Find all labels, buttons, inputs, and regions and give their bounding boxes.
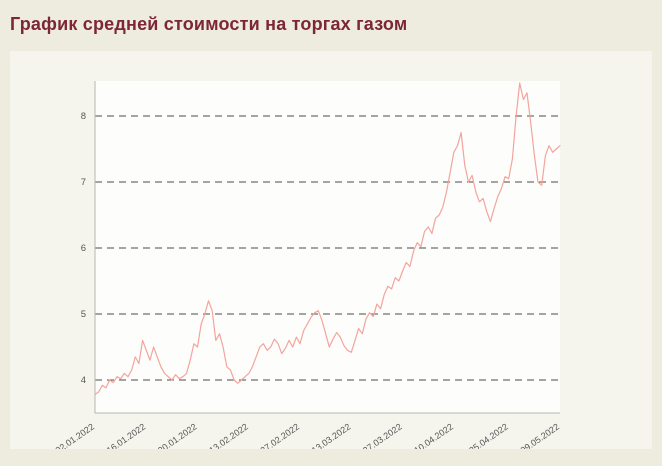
y-tick-label: 7 <box>81 177 86 188</box>
page-title: График средней стоимости на торгах газом <box>10 14 408 34</box>
chart-canvas: 4 5 6 7 8 02.01.2022 16.01.2022 30.01.2022 13.02… <box>54 81 562 455</box>
x-tick-label: 09.05.2022 <box>519 421 562 449</box>
page: График средней стоимости на торгах газом… <box>10 14 652 455</box>
y-tick-label: 8 <box>81 111 86 122</box>
y-tick-label: 5 <box>81 309 86 320</box>
plot-area <box>95 81 560 413</box>
x-tick-label: 16.01.2022 <box>105 421 148 449</box>
x-tick-label: 02.01.2022 <box>54 421 97 449</box>
y-tick-label: 4 <box>81 375 86 386</box>
x-tick-label: 10.04.2022 <box>412 421 455 449</box>
y-tick-label: 6 <box>81 243 86 254</box>
x-tick-label: 30.01.2022 <box>156 421 199 449</box>
gas-price-chart: 4 5 6 7 8 02.01.2022 16.01.2022 30.01.2022 13.02… <box>10 51 650 455</box>
x-tick-label: 27.02.2022 <box>259 421 302 449</box>
content-panel: 4 5 6 7 8 02.01.2022 16.01.2022 30.01.2022 13.02… <box>10 51 652 455</box>
price-line <box>94 82 561 396</box>
x-tick-label: 25.04.2022 <box>467 421 510 449</box>
x-tick-label: 27.03.2022 <box>361 421 404 449</box>
x-tick-label: 13.03.2022 <box>310 421 353 449</box>
x-tick-label: 13.02.2022 <box>207 421 250 449</box>
